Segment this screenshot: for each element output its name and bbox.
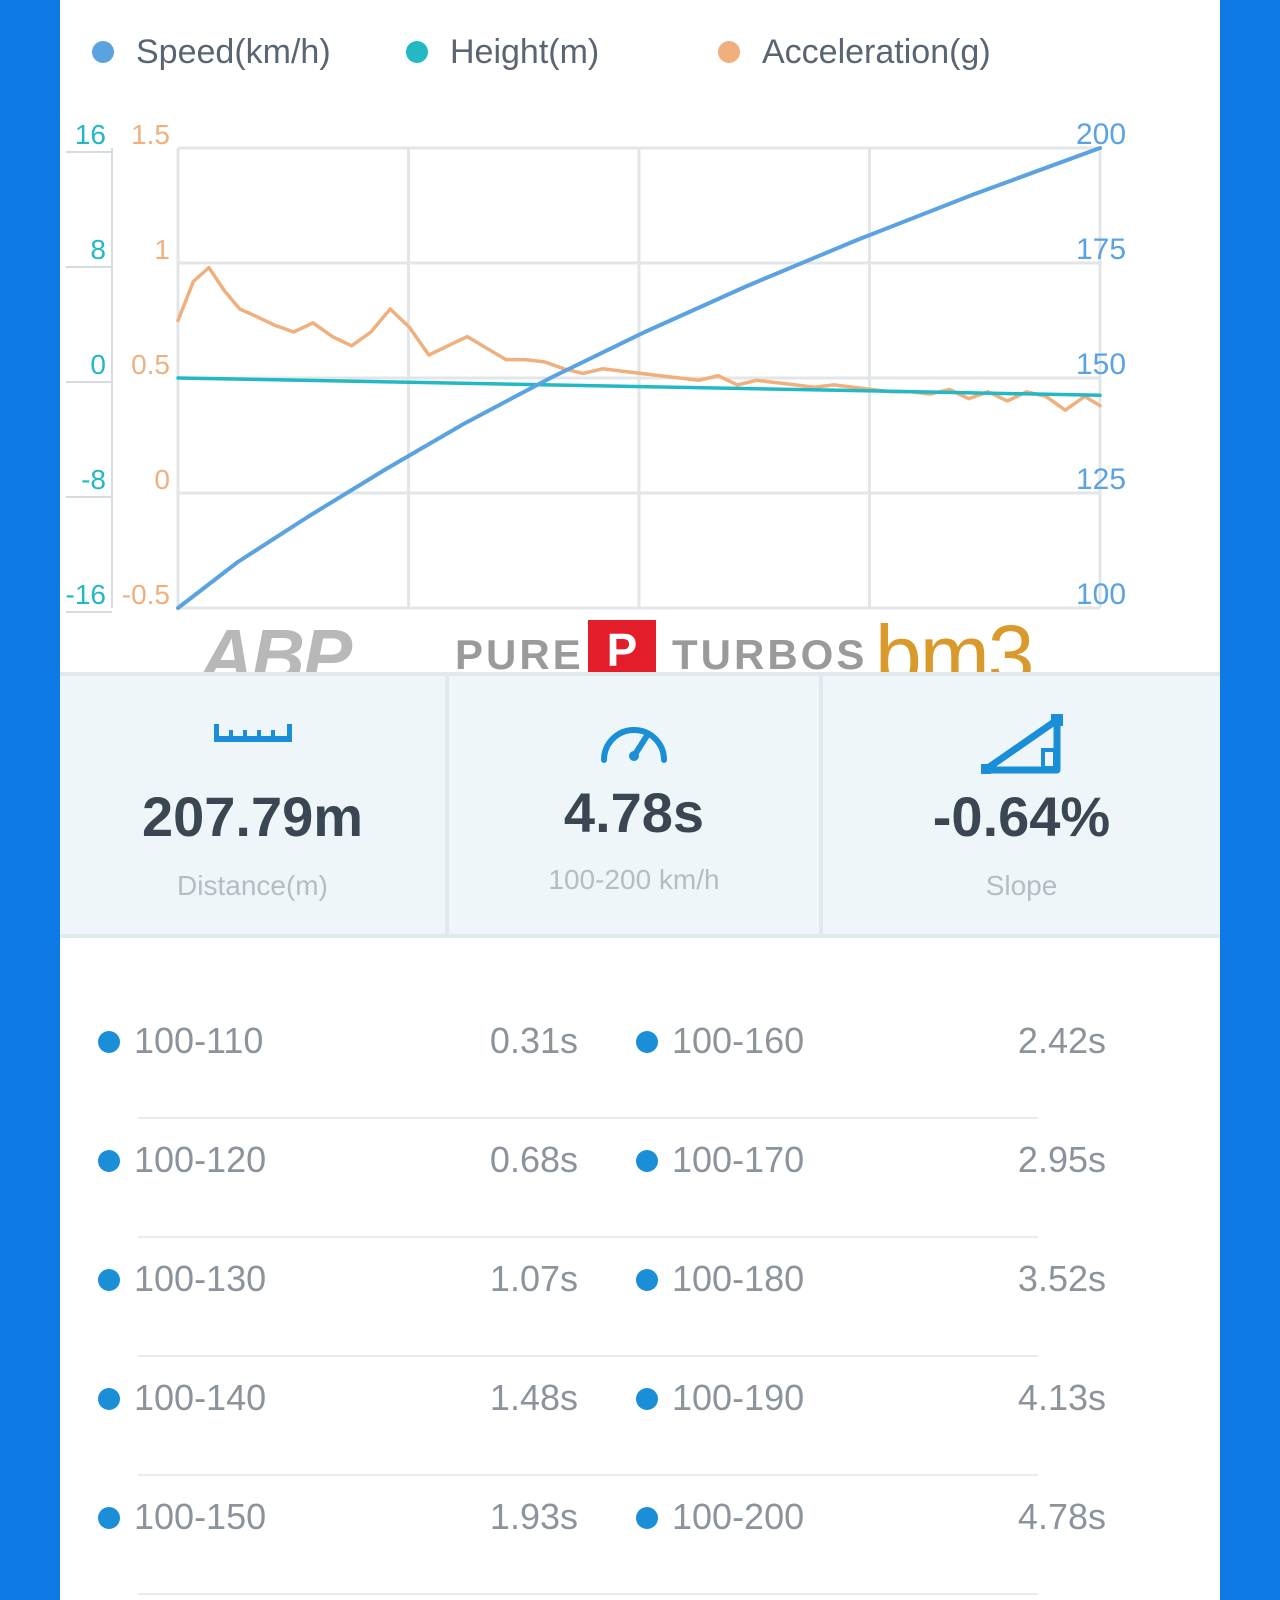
summary-stats: 207.79m Distance(m) 4.78s 100-200 km/h [60,672,1220,938]
legend-item-speed[interactable]: Speed(km/h) [92,28,331,76]
results-panel: Speed(km/h) Height(m) Acceleration(g) 16… [60,0,1220,1600]
height-axis-tick-label: 0 [90,349,106,380]
chart-legend: Speed(km/h) Height(m) Acceleration(g) [60,28,1220,76]
speed-axis-tick-label: 200 [1076,118,1126,151]
split-label: 100-180 [672,1258,805,1299]
split-row: 100-110 0.31s 100-160 2.42s [60,1000,1220,1119]
bullet-icon [98,1031,120,1053]
time-label: 100-200 km/h [548,864,720,895]
legend-label-speed: Speed(km/h) [136,32,331,71]
split-row: 100-150 1.93s 100-200 4.78s [60,1476,1220,1595]
acceleration-axis-tick-label: -0.5 [122,579,170,610]
legend-label-acceleration: Acceleration(g) [762,32,991,71]
bullet-icon [636,1150,658,1172]
stat-divider [445,676,449,934]
stat-divider [819,676,823,934]
split-time: 1.07s [489,1258,578,1299]
bullet-icon [98,1150,120,1172]
bullet-icon [636,1507,658,1529]
legend-dot-acceleration [718,41,740,63]
acceleration-axis-tick-label: 1 [154,234,170,265]
split-row: 100-140 1.48s 100-190 4.13s [60,1357,1220,1476]
split-time: 0.31s [489,1020,578,1061]
row-divider [138,1593,1038,1595]
slope-icon [823,710,1220,780]
turbos-logo-text: TURBOS [672,631,868,678]
pure-logo-text: PURE [455,631,584,678]
stat-slope: -0.64% Slope [823,676,1220,934]
height-axis-tick-label: -8 [81,464,106,495]
split-label: 100-130 [134,1258,267,1299]
slope-value: -0.64% [932,785,1111,848]
series-line-acceleration-g [176,265,1102,412]
bullet-icon [636,1031,658,1053]
split-label: 100-140 [134,1377,267,1418]
split-time: 4.13s [1017,1377,1106,1418]
bullet-icon [98,1269,120,1291]
split-time: 1.93s [489,1496,578,1537]
split-time: 3.52s [1017,1258,1106,1299]
height-axis-tick-label: 16 [75,119,106,150]
bullet-icon [636,1269,658,1291]
legend-label-height: Height(m) [450,32,600,71]
row-divider [138,1236,1038,1238]
slope-label: Slope [985,870,1058,901]
split-label: 100-170 [672,1139,805,1180]
split-label: 100-110 [134,1020,264,1061]
legend-item-acceleration[interactable]: Acceleration(g) [718,28,991,76]
time-value: 4.78s [563,781,705,844]
distance-label: Distance(m) [177,870,328,901]
acceleration-axis-tick-label: 0 [154,464,170,495]
row-divider [138,1117,1038,1119]
legend-dot-height [406,41,428,63]
speedometer-icon [449,710,819,780]
distance-value: 207.79m [141,785,364,848]
pure-turbos-badge: P [588,620,656,680]
chart-svg: 16 8 0 -8 -16 1.5 1 0.5 0 -0.5 200 175 150 125 100 [66,118,1126,613]
split-time: 2.42s [1017,1020,1106,1061]
speed-axis-tick-label: 125 [1076,463,1126,496]
split-label: 100-200 [672,1496,805,1537]
height-axis-tick-label: -16 [66,579,106,610]
speed-axis-tick-label: 100 [1076,578,1126,611]
split-label: 100-190 [672,1377,805,1418]
acceleration-axis-tick-label: 0.5 [131,349,170,380]
split-label: 100-150 [134,1496,267,1537]
series-line-speed-km-h [176,146,1102,610]
speed-axis-tick-label: 150 [1076,348,1126,381]
split-row: 100-130 1.07s 100-180 3.52s [60,1238,1220,1357]
split-time: 4.78s [1017,1496,1106,1537]
split-time: 0.68s [489,1139,578,1180]
split-row: 100-120 0.68s 100-170 2.95s [60,1119,1220,1238]
bullet-icon [636,1388,658,1410]
performance-chart: 16 8 0 -8 -16 1.5 1 0.5 0 -0.5 200 175 150 125 100 ABP… [60,100,1220,702]
height-axis-tick-label: 8 [90,234,106,265]
row-divider [138,1355,1038,1357]
ruler-icon [60,710,445,780]
split-time: 1.48s [489,1377,578,1418]
split-times-list: 100-110 0.31s 100-160 2.42s 100-120 0.68… [60,1000,1220,1600]
legend-dot-speed [92,41,114,63]
bullet-icon [98,1507,120,1529]
bullet-icon [98,1388,120,1410]
split-label: 100-120 [134,1139,267,1180]
speed-axis-tick-label: 175 [1076,233,1126,266]
legend-item-height[interactable]: Height(m) [406,28,599,76]
stat-time: 4.78s 100-200 km/h [449,676,819,934]
acceleration-axis-tick-label: 1.5 [131,119,170,150]
split-time: 2.95s [1017,1139,1106,1180]
split-label: 100-160 [672,1020,805,1061]
series-line-height-m [176,376,1102,398]
row-divider [138,1474,1038,1476]
stat-distance: 207.79m Distance(m) [60,676,445,934]
